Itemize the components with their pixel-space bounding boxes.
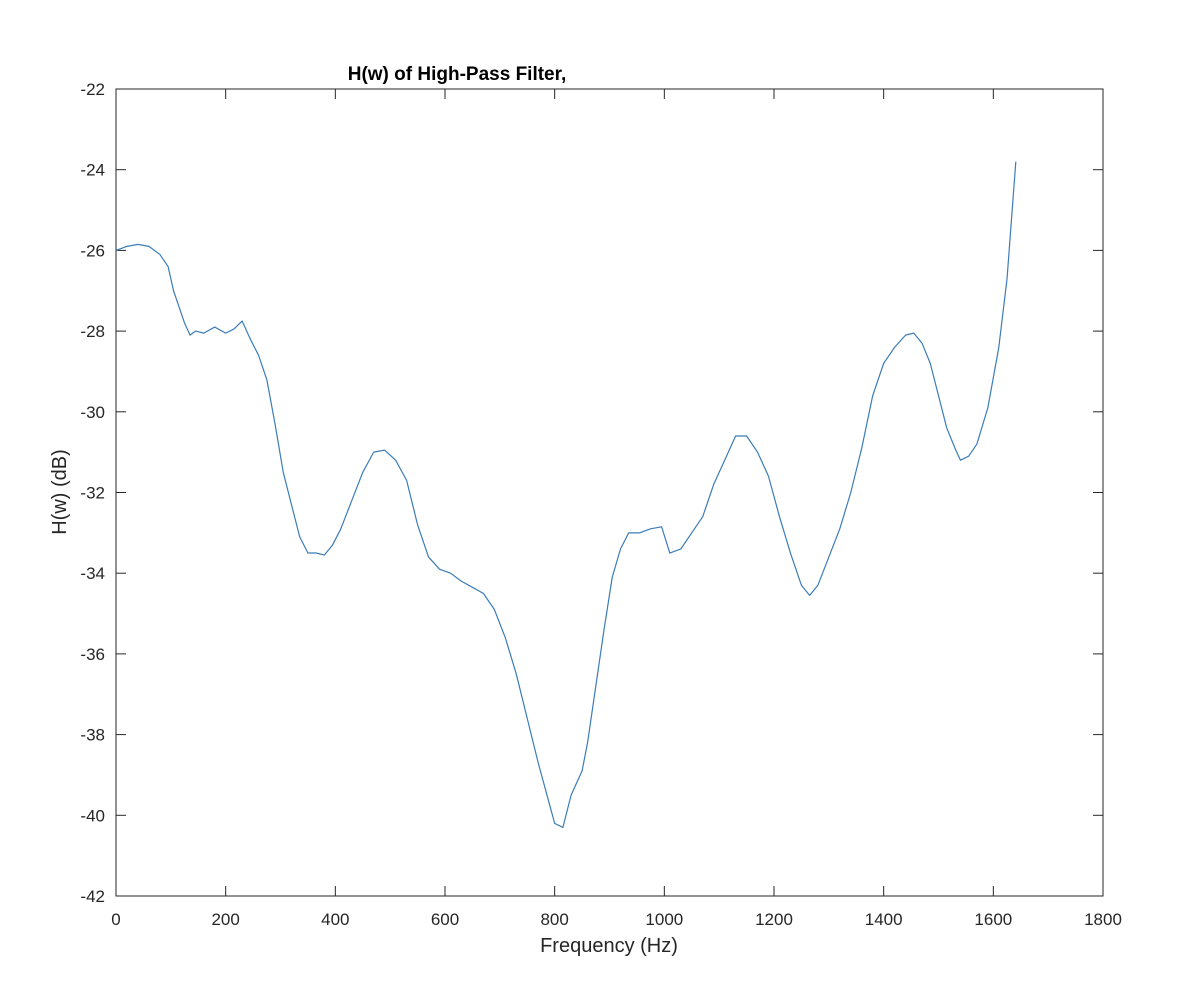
- y-tick-label-1: -24: [80, 161, 105, 180]
- y-tick-label-0: -22: [80, 80, 105, 99]
- y-tick-label-2: -26: [80, 241, 105, 260]
- axis-ticks: [115, 88, 1104, 897]
- x-tick-label-5: 1000: [645, 910, 683, 929]
- y-tick-label-7: -36: [80, 645, 105, 664]
- x-tick-label-4: 800: [540, 910, 568, 929]
- x-tick-label-7: 1400: [865, 910, 903, 929]
- x-tick-label-3: 600: [431, 910, 459, 929]
- y-tick-label-6: -34: [80, 564, 105, 583]
- series-line: [115, 161, 1017, 828]
- plot-area: [115, 88, 1104, 897]
- y-tick-label-3: -28: [80, 322, 105, 341]
- y-tick-label-4: -30: [80, 403, 105, 422]
- x-tick-label-6: 1200: [755, 910, 793, 929]
- x-axis-label: Frequency (Hz): [540, 935, 678, 957]
- y-tick-label-8: -38: [80, 726, 105, 745]
- y-tick-label-9: -40: [80, 806, 105, 825]
- x-tick-label-0: 0: [111, 910, 120, 929]
- chart-title: H(w) of High-Pass Filter,: [348, 64, 567, 85]
- y-axis-label: H(w) (dB): [49, 449, 71, 535]
- x-tick-labels: 0 200 400 600 800 1000 1200 1400 1600 1800: [111, 910, 1122, 929]
- y-tick-label-5: -32: [80, 484, 105, 503]
- x-tick-label-9: 1800: [1084, 910, 1122, 929]
- x-tick-label-8: 1600: [974, 910, 1012, 929]
- y-tick-labels: -22 -24 -26 -28 -30 -32 -34 -36 -38 -40 -42: [80, 80, 105, 906]
- x-tick-label-1: 200: [211, 910, 239, 929]
- y-tick-label-10: -42: [80, 887, 105, 906]
- x-tick-label-2: 400: [321, 910, 349, 929]
